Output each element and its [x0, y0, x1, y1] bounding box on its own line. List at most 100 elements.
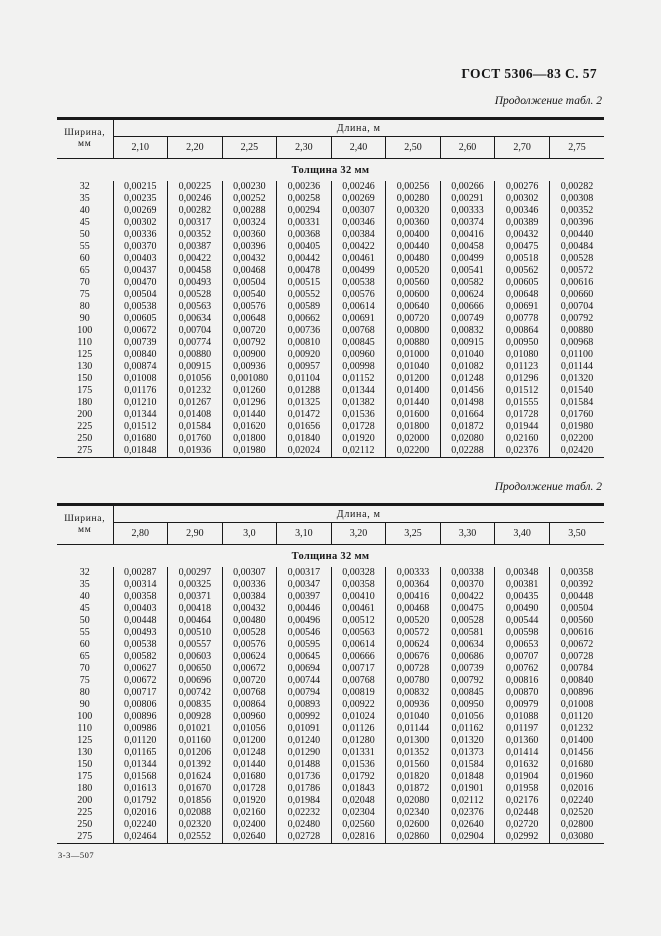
value-cell: 0,02340 [385, 807, 441, 819]
value-cell: 0,00358 [548, 567, 604, 579]
table-row: 65 0,00437 0,00458 0,00468 0,00478 0,00499 0,0… [57, 265, 604, 277]
value-cell: 0,00816 [494, 675, 550, 687]
value-cell: 0,00744 [276, 675, 332, 687]
value-cell: 0,01920 [330, 433, 386, 445]
value-cell: 0,01120 [112, 735, 168, 747]
value-cell: 0,01456 [439, 385, 495, 397]
table-row: 125 0,01120 0,01160 0,01200 0,01240 0,01280 0,… [57, 735, 604, 747]
value-cell: 0,00920 [276, 349, 332, 361]
value-cell: 0,00598 [494, 627, 550, 639]
value-cell: 0,01680 [112, 433, 168, 445]
value-cell: 0,00468 [385, 603, 441, 615]
value-cell: 0,00880 [548, 325, 604, 337]
value-cell: 0,01656 [276, 421, 332, 433]
table-row: 100 0,00672 0,00704 0,00720 0,00736 0,00768 0,… [57, 325, 604, 337]
value-cell: 0,00297 [167, 567, 223, 579]
value-cell: 0,00448 [548, 591, 604, 603]
value-cell: 0,02320 [167, 819, 223, 831]
value-cell: 0,00589 [276, 301, 332, 313]
value-cell: 0,00648 [221, 313, 277, 325]
value-cell: 0,01021 [167, 723, 223, 735]
value-cell: 0,00347 [276, 579, 332, 591]
thickness-band-row: Толщина 32 мм [57, 159, 604, 182]
value-cell: 0,00717 [330, 663, 386, 675]
value-cell: 0,00840 [548, 675, 604, 687]
value-cell: 0,02520 [548, 807, 604, 819]
value-cell: 0,00728 [548, 651, 604, 663]
value-cell: 0,00422 [167, 253, 223, 265]
column-header-cell: 2,20 [167, 136, 223, 159]
value-cell: 0,01162 [439, 723, 495, 735]
value-cell: 0,00576 [330, 289, 386, 301]
table-row: 32 0,00287 0,00297 0,00307 0,00317 0,00328 0,0… [57, 567, 604, 579]
value-cell: 0,01440 [221, 409, 277, 421]
table-row: 150 0,01008 0,01056 0,001080 0,01104 0,01152 0… [57, 373, 604, 385]
value-cell: 0,00256 [385, 181, 441, 193]
value-cell: 0,00616 [548, 277, 604, 289]
table-row: 70 0,00627 0,00650 0,00672 0,00694 0,00717 0,0… [57, 663, 604, 675]
columns-row: 2,10 2,20 2,25 2,30 2,40 2,50 2,60 2,70 2,75 [57, 136, 604, 159]
value-cell: 0,00768 [330, 325, 386, 337]
value-cell: 0,02080 [385, 795, 441, 807]
value-cell: 0,00384 [330, 229, 386, 241]
value-cell: 0,01512 [494, 385, 550, 397]
value-cell: 0,00581 [439, 627, 495, 639]
value-cell: 0,00432 [221, 603, 277, 615]
value-cell: 0,01373 [439, 747, 495, 759]
value-cell: 0,01848 [112, 445, 168, 458]
value-cell: 0,00225 [167, 181, 223, 193]
value-cell: 0,00720 [385, 313, 441, 325]
value-cell: 0,00676 [385, 651, 441, 663]
value-cell: 0,01091 [276, 723, 332, 735]
value-cell: 0,00360 [221, 229, 277, 241]
value-cell: 0,00396 [548, 217, 604, 229]
value-cell: 0,00672 [112, 675, 168, 687]
value-cell: 0,01300 [385, 735, 441, 747]
value-cell: 0,00515 [276, 277, 332, 289]
value-cell: 0,01456 [548, 747, 604, 759]
width-cell: 275 [57, 445, 114, 458]
value-cell: 0,00510 [167, 627, 223, 639]
value-cell: 0,00360 [385, 217, 441, 229]
table-row: 150 0,01344 0,01392 0,01440 0,01488 0,01536 0,… [57, 759, 604, 771]
value-cell: 0,01352 [385, 747, 441, 759]
value-cell: 0,02800 [548, 819, 604, 831]
width-cell: 35 [57, 193, 114, 205]
width-cell: 110 [57, 723, 114, 735]
value-cell: 0,01472 [276, 409, 332, 421]
value-cell: 0,02016 [112, 807, 168, 819]
value-cell: 0,00739 [439, 663, 495, 675]
table-row: 40 0,00269 0,00282 0,00288 0,00294 0,00307 0,0… [57, 205, 604, 217]
column-header-cell: 3,50 [548, 522, 604, 545]
column-header-cell: 3,10 [276, 522, 332, 545]
value-cell: 0,01325 [276, 397, 332, 409]
width-cell: 125 [57, 349, 114, 361]
value-cell: 0,01200 [385, 373, 441, 385]
table-row: 250 0,02240 0,02320 0,02400 0,02480 0,02560 0,… [57, 819, 604, 831]
value-cell: 0,01082 [439, 361, 495, 373]
value-cell: 0,01206 [167, 747, 223, 759]
table-row: 80 0,00717 0,00742 0,00768 0,00794 0,00819 0,0… [57, 687, 604, 699]
value-cell: 0,00461 [330, 253, 386, 265]
value-cell: 0,01232 [167, 385, 223, 397]
table-row: 40 0,00358 0,00371 0,00384 0,00397 0,00410 0,0… [57, 591, 604, 603]
value-cell: 0,01144 [385, 723, 441, 735]
value-cell: 0,01290 [276, 747, 332, 759]
value-cell: 0,00582 [112, 651, 168, 663]
value-cell: 0,02600 [385, 819, 441, 831]
value-cell: 0,01624 [167, 771, 223, 783]
value-cell: 0,01856 [167, 795, 223, 807]
value-cell: 0,00546 [276, 627, 332, 639]
width-cell: 75 [57, 289, 114, 301]
table-row: 55 0,00493 0,00510 0,00528 0,00546 0,00563 0,0… [57, 627, 604, 639]
table-row: 45 0,00403 0,00418 0,00432 0,00446 0,00461 0,0… [57, 603, 604, 615]
value-cell: 0,00845 [330, 337, 386, 349]
value-cell: 0,00325 [167, 579, 223, 591]
width-cell: 175 [57, 771, 114, 783]
value-cell: 0,00358 [330, 579, 386, 591]
value-cell: 0,00269 [112, 205, 168, 217]
value-cell: 0,00520 [385, 265, 441, 277]
value-cell: 0,02288 [439, 445, 495, 458]
length-header-cell: Длина, м [113, 118, 604, 137]
value-cell: 0,00442 [276, 253, 332, 265]
